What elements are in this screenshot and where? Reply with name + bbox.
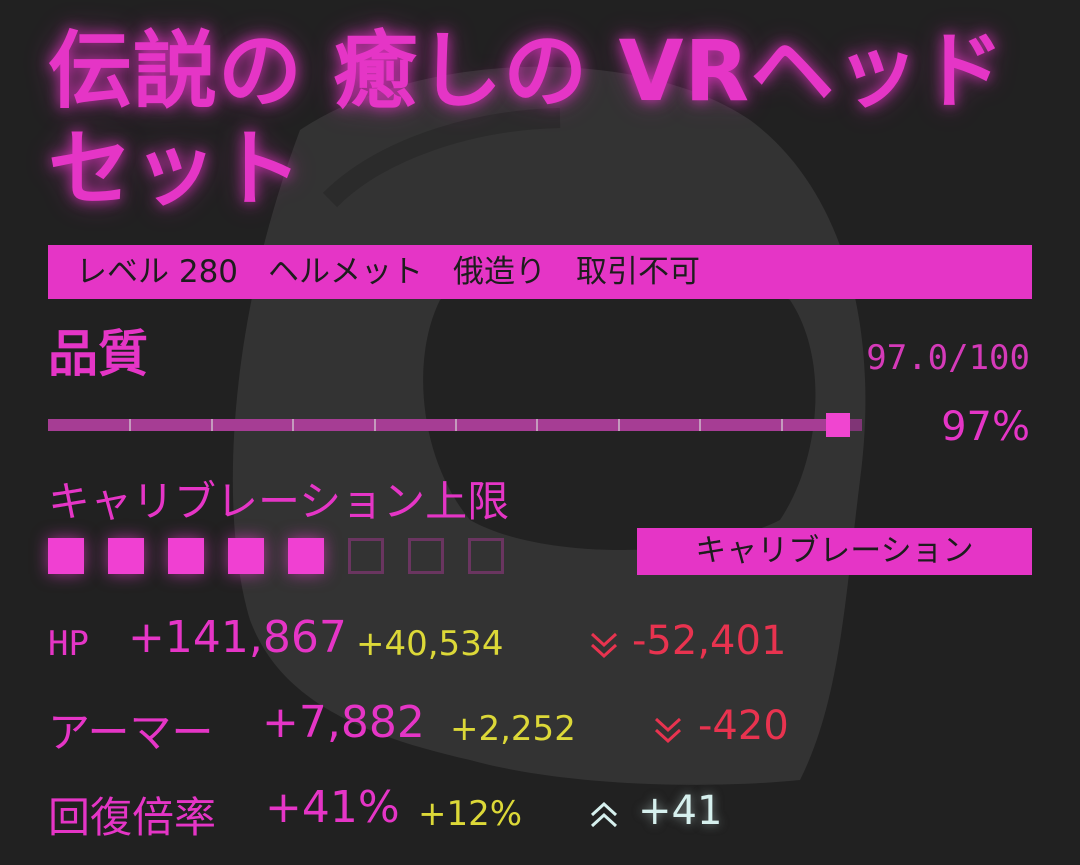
stat-name: HP	[48, 624, 89, 664]
quality-percent: 97%	[941, 404, 1030, 450]
stat-value: +7,882	[262, 697, 425, 748]
calibration-slot-empty	[468, 538, 504, 574]
quality-tick	[617, 419, 620, 431]
stat-name: 回復倍率	[48, 793, 217, 842]
quality-label: 品質	[48, 325, 148, 383]
item-tag-bar: レベル 280 ヘルメット 俄造り 取引不可	[48, 245, 1032, 299]
double-chevron-down-icon	[654, 717, 682, 744]
stat-change: -420	[698, 703, 789, 749]
quality-tick	[780, 419, 783, 431]
item-craft-tag: 俄造り	[453, 254, 547, 290]
quality-tick	[129, 419, 132, 431]
calibration-slots	[48, 538, 504, 574]
quality-progress-bar	[48, 413, 862, 437]
calibration-slot-filled	[168, 538, 204, 574]
double-chevron-up-icon	[590, 801, 618, 828]
stat-name: アーマー	[48, 708, 214, 757]
quality-tick	[373, 419, 376, 431]
quality-tick	[699, 419, 702, 431]
stat-value: +141,867	[128, 612, 347, 663]
stat-bonus: +2,252	[450, 709, 576, 749]
calibration-limit-label: キャリブレーション上限	[48, 477, 510, 526]
stat-bonus: +12%	[418, 794, 523, 834]
stat-value: +41%	[265, 782, 400, 833]
calibration-slot-filled	[288, 538, 324, 574]
stat-row-armor: アーマー +7,882 +2,252 -420	[0, 697, 1080, 757]
quality-tick	[455, 419, 457, 431]
item-type-tag: ヘルメット	[268, 254, 424, 290]
stat-row-recovery-rate: 回復倍率 +41% +12% +41	[0, 782, 1080, 842]
quality-value: 97.0/100	[866, 338, 1030, 378]
stat-change: -52,401	[632, 618, 787, 664]
calibration-slot-filled	[108, 538, 144, 574]
calibration-slot-filled	[228, 538, 264, 574]
quality-tick	[536, 419, 539, 431]
calibration-button[interactable]: キャリブレーション	[637, 528, 1032, 575]
quality-tick	[292, 419, 295, 431]
calibration-slot-filled	[48, 538, 84, 574]
item-trade-tag: 取引不可	[576, 254, 701, 290]
quality-progress-fill	[48, 419, 838, 431]
quality-tick	[210, 419, 213, 431]
quality-progress-handle	[825, 413, 850, 437]
stat-row-hp: HP +141,867 +40,534 -52,401	[0, 612, 1080, 672]
item-level-tag: レベル 280	[76, 254, 239, 290]
stat-change: +41	[638, 788, 723, 834]
calibration-slot-empty	[348, 538, 384, 574]
calibration-slot-empty	[408, 538, 444, 574]
double-chevron-down-icon	[590, 632, 618, 659]
stat-bonus: +40,534	[356, 624, 504, 664]
item-title: 伝説の 癒しの VRヘッドセット	[48, 22, 1006, 218]
